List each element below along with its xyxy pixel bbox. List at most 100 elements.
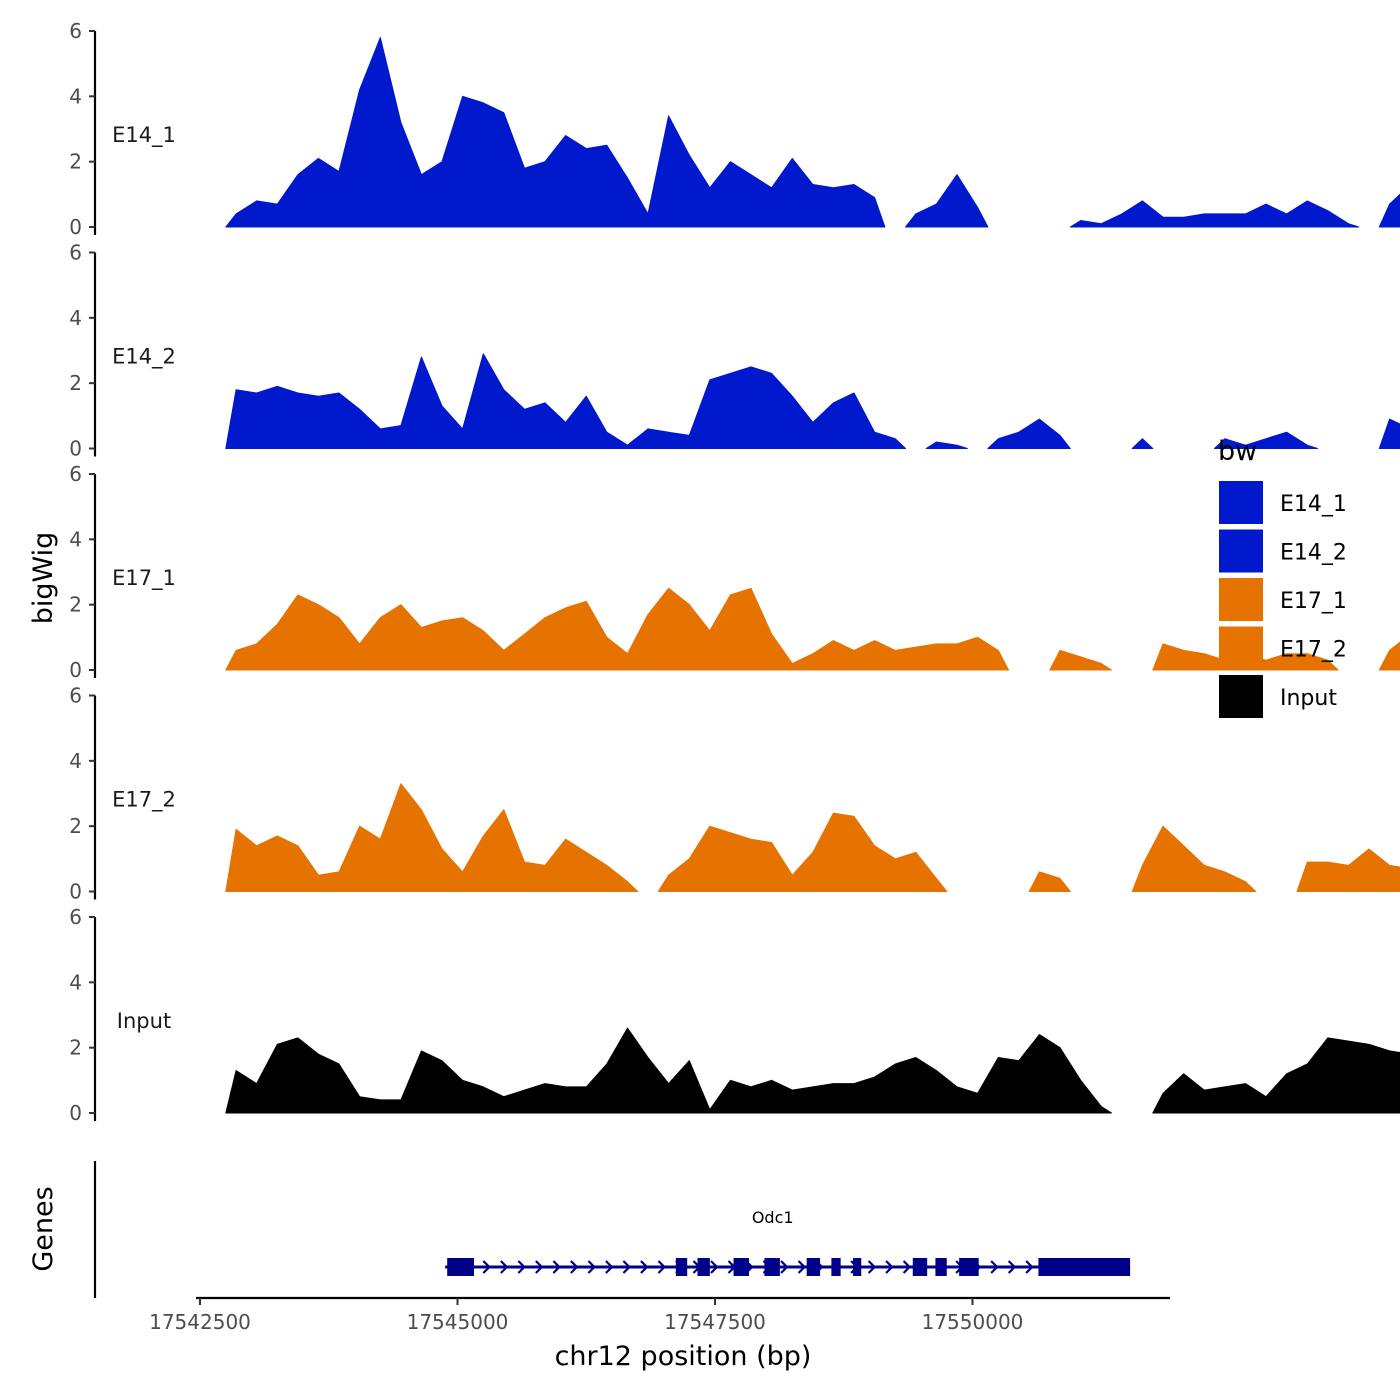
y-tick-label: 2 <box>69 814 82 838</box>
signal-area <box>905 174 989 228</box>
strand-arrow <box>780 1260 789 1274</box>
signal-area <box>1296 848 1400 892</box>
y-tick-label: 6 <box>69 19 82 43</box>
strand-arrow <box>535 1260 544 1274</box>
strand-arrow <box>885 1260 894 1274</box>
y-tick-label: 2 <box>69 1036 82 1060</box>
legend-title: bw <box>1218 436 1257 467</box>
legend-label: E14_2 <box>1280 541 1347 566</box>
gene-exon <box>853 1258 862 1276</box>
signal-area <box>1378 193 1400 228</box>
x-axis-title: chr12 position (bp) <box>555 1341 812 1372</box>
gene-label: Odc1 <box>752 1208 794 1227</box>
strand-arrow <box>1025 1260 1034 1274</box>
signal-area <box>1131 825 1257 892</box>
x-tick-label: 17542500 <box>149 1310 251 1334</box>
x-axis: 17542500 17545000 17547500 17550000 <box>149 1296 1170 1334</box>
signal-area <box>1378 641 1400 671</box>
signal-area <box>1131 438 1154 449</box>
gene-exon <box>675 1258 688 1276</box>
y-tick-label: 0 <box>69 880 82 904</box>
track-e17-1: 0 2 4 6 E17_1 <box>69 462 1400 682</box>
gene-exon <box>935 1258 947 1276</box>
legend-label: Input <box>1280 686 1337 711</box>
y-tick-label: 4 <box>69 84 82 108</box>
signal-area <box>1378 418 1400 449</box>
signal-area <box>925 441 968 449</box>
signal-area <box>1049 649 1112 671</box>
strand-arrow <box>517 1260 526 1274</box>
signal-area <box>987 418 1071 449</box>
gene-exon <box>806 1258 821 1276</box>
gene-exon <box>697 1258 710 1276</box>
legend-key-e17-1 <box>1219 578 1263 621</box>
gene-exon <box>1038 1258 1131 1276</box>
signal-area <box>1028 871 1071 892</box>
bigwig-tracks: 0 2 4 6 E14_1 0 2 4 6 E14_2 0 2 4 6 E17_1 0 2 4 6 E17_2 0 2 4 6… <box>69 19 1400 1125</box>
y-tick-label: 2 <box>69 150 82 174</box>
signal-area <box>225 353 906 449</box>
strand-arrow <box>710 1260 719 1274</box>
y-tick-label: 6 <box>69 684 82 708</box>
track-e14-1: 0 2 4 6 E14_1 <box>69 19 1400 239</box>
strand-arrow <box>622 1260 631 1274</box>
strand-arrow <box>570 1260 579 1274</box>
y-tick-label: 0 <box>69 437 82 461</box>
strand-arrow <box>902 1260 912 1274</box>
x-tick-label: 17545000 <box>407 1310 509 1334</box>
gene-track: Odc1 <box>93 1161 1131 1298</box>
x-tick-label: 17550000 <box>922 1310 1024 1334</box>
strand-arrow <box>657 1260 666 1274</box>
y-axis-title: bigWig <box>28 532 59 625</box>
y-tick-label: 0 <box>69 1101 82 1125</box>
strand-arrow <box>605 1260 614 1274</box>
strand-arrow <box>990 1260 999 1274</box>
strand-arrow <box>797 1260 807 1274</box>
signal-area <box>225 37 886 228</box>
y-tick-label: 2 <box>69 593 82 617</box>
y-tick-label: 2 <box>69 371 82 395</box>
legend-key-input <box>1219 675 1263 718</box>
legend-key-e17-2 <box>1219 626 1263 670</box>
signal-area <box>1069 200 1360 228</box>
track-label: E17_2 <box>112 788 176 813</box>
legend-label: E14_1 <box>1280 492 1347 517</box>
y-tick-label: 6 <box>69 462 82 486</box>
signal-area <box>1152 1037 1400 1114</box>
legend-key-e14-1 <box>1219 481 1263 524</box>
y-tick-label: 4 <box>69 306 82 330</box>
signal-area <box>225 587 1009 671</box>
legend: bw E14_1 E14_2 E17_1 E17_2 Input <box>1218 436 1347 718</box>
track-e14-2: 0 2 4 6 E14_2 <box>69 241 1400 461</box>
gene-exon <box>764 1258 780 1276</box>
signal-area <box>225 783 639 892</box>
y-tick-label: 0 <box>69 215 82 239</box>
track-e17-2: 0 2 4 6 E17_2 <box>69 684 1400 904</box>
genes-axis-title: Genes <box>28 1186 59 1271</box>
y-tick-label: 4 <box>69 749 82 773</box>
gene-exon <box>959 1258 979 1276</box>
gene-odc1: Odc1 <box>445 1208 1131 1276</box>
signal-area <box>1214 431 1318 449</box>
track-input: 0 2 4 6 Input <box>69 905 1400 1125</box>
strand-arrow <box>482 1260 491 1274</box>
legend-key-e14-2 <box>1219 529 1263 573</box>
strand-arrow <box>1007 1260 1017 1274</box>
legend-label: E17_2 <box>1280 638 1347 663</box>
strand-arrow <box>500 1260 509 1274</box>
track-label: E14_2 <box>112 345 176 370</box>
x-tick-label: 17547500 <box>664 1310 766 1334</box>
y-tick-label: 6 <box>69 905 82 929</box>
signal-area <box>657 812 948 892</box>
y-tick-label: 6 <box>69 241 82 265</box>
gene-exon <box>733 1258 749 1276</box>
track-label: E17_1 <box>112 566 176 591</box>
strand-arrow <box>640 1260 649 1274</box>
strand-arrow <box>867 1260 877 1274</box>
legend-label: E17_1 <box>1280 589 1347 614</box>
strand-arrow <box>552 1260 561 1274</box>
signal-area <box>225 1027 1112 1114</box>
track-label: Input <box>117 1009 171 1033</box>
y-tick-label: 4 <box>69 970 82 994</box>
